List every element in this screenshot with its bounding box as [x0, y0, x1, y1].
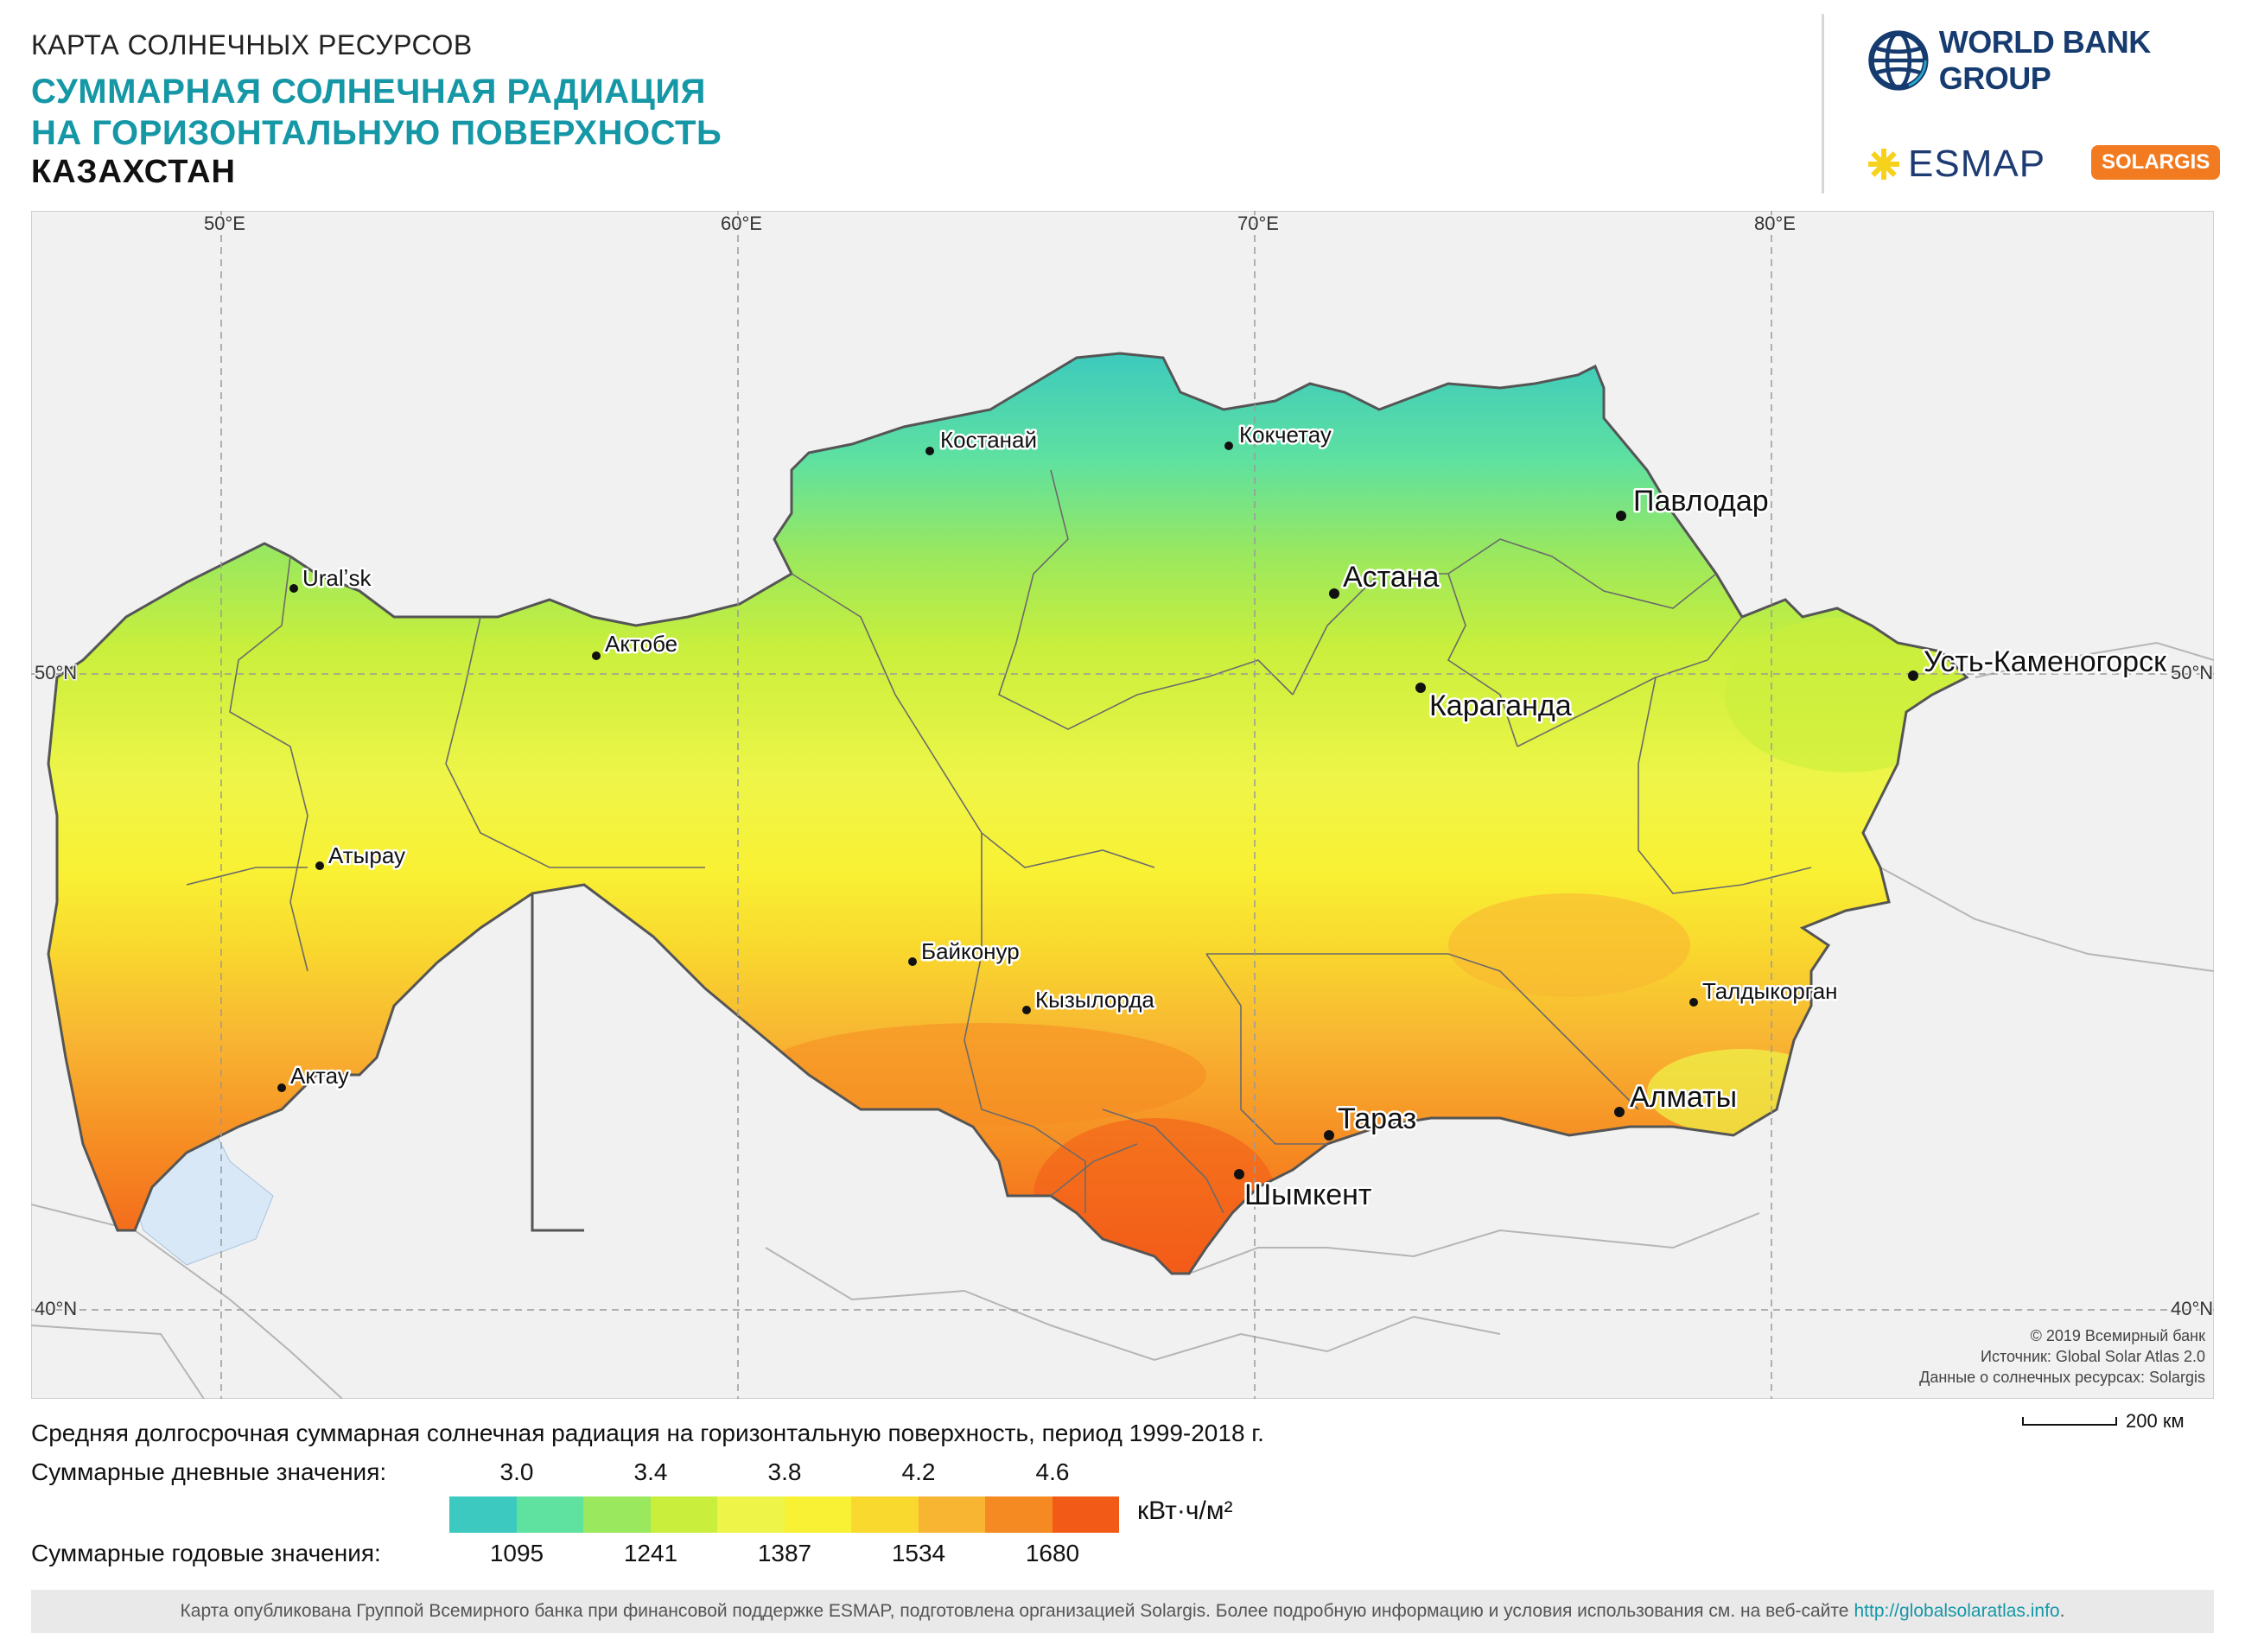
daily-values-label: Суммарные дневные значения:	[31, 1458, 387, 1485]
legend-swatch	[985, 1496, 1053, 1533]
footer-bar: Карта опубликована Группой Всемирного ба…	[31, 1590, 2214, 1633]
city-shymkent: Шымкент	[1234, 1169, 1374, 1214]
neighbour-borders	[31, 641, 2214, 1399]
lat-label-40-right: 40°N	[2171, 1298, 2213, 1319]
daily-tick: 4.6	[1035, 1458, 1070, 1485]
sun-icon	[1868, 149, 1899, 180]
credit-source: Источник: Global Solar Atlas 2.0	[1981, 1348, 2205, 1365]
annual-tick: 1387	[757, 1540, 812, 1566]
city-label: Павлодар	[1633, 485, 1769, 518]
city-ust-kamenogorsk: Усть-Каменогорск	[1908, 644, 2170, 681]
legend-swatch	[583, 1496, 651, 1533]
scale-label: 200 км	[2126, 1410, 2185, 1432]
world-bank-logo: WORLD BANK GROUP	[1867, 24, 2245, 97]
city-uralsk: Uralʼsk	[289, 563, 374, 594]
city-kokshetau: Кокчетау	[1224, 420, 1333, 450]
city-baikonur: Байконур	[908, 937, 1021, 967]
daily-tick: 3.0	[499, 1458, 534, 1485]
daily-tick: 3.4	[633, 1458, 668, 1485]
country-name: КАЗАХСТАН	[31, 154, 236, 190]
city-taldykorgan: Талдыкорган	[1689, 976, 1840, 1007]
city-label: Шымкент	[1244, 1179, 1372, 1211]
city-label: Тараз	[1338, 1102, 1416, 1135]
legend-swatch	[650, 1496, 717, 1533]
annual-tick: 1241	[623, 1540, 678, 1566]
city-label: Астана	[1343, 561, 1440, 594]
legend-swatch	[516, 1496, 583, 1533]
lon-label-80: 80°E	[1754, 213, 1796, 234]
city-taraz: Тараз	[1324, 1101, 1419, 1141]
scale-line	[2022, 1417, 2117, 1426]
city-astana: Астана	[1329, 559, 1441, 599]
city-label: Кокчетау	[1239, 422, 1332, 448]
daily-tick: 3.8	[767, 1458, 802, 1485]
solar-radiation-map: 50°E 60°E 70°E 80°E 50°N 50°N 40°N 40°N …	[31, 211, 2214, 1399]
city-label: Uralʼsk	[302, 565, 372, 591]
solargis-logo: SOLARGIS	[2091, 145, 2221, 180]
city-label: Талдыкорган	[1702, 978, 1838, 1004]
footer-end: .	[2059, 1601, 2065, 1621]
kazakhstan-border	[47, 352, 1969, 1275]
credit-copyright: © 2019 Всемирный банк	[2030, 1327, 2205, 1344]
legend-swatch	[784, 1496, 851, 1533]
lon-label-70: 70°E	[1237, 213, 1279, 234]
legend-color-bar	[449, 1496, 1119, 1533]
esmap-text: ESMAP	[1908, 143, 2046, 185]
esmap-logo: ESMAP	[1867, 143, 2045, 186]
footer-link[interactable]: http://globalsolaratlas.info	[1854, 1601, 2060, 1621]
header-divider	[1822, 14, 1824, 194]
uzbekistan-border	[531, 893, 584, 1232]
city-aktobe: Актобе	[592, 629, 680, 660]
map-title: СУММАРНАЯ СОЛНЕЧНАЯ РАДИАЦИЯ НА ГОРИЗОНТ…	[31, 71, 722, 154]
city-label: Актобе	[605, 631, 677, 657]
legend-swatch	[449, 1496, 517, 1533]
footer-text: Карта опубликована Группой Всемирного ба…	[180, 1601, 1849, 1621]
lat-label-50-right: 50°N	[2171, 662, 2213, 683]
globe-icon	[1868, 30, 1929, 91]
scale-bar: 200 км	[2022, 1410, 2185, 1433]
lon-label-60: 60°E	[721, 213, 762, 234]
city-markers: Костанай Кокчетау Павлодар Uralʼsk Астан…	[277, 420, 2170, 1214]
map-credits: © 2019 Всемирный банк Источник: Global S…	[1742, 1325, 2205, 1388]
city-aktau: Актау	[277, 1061, 351, 1092]
region-borders	[186, 469, 1812, 1214]
city-atyrau: Атырау	[315, 841, 408, 871]
annual-values-label: Суммарные годовые значения:	[31, 1540, 381, 1566]
credit-data: Данные о солнечных ресурсах: Solargis	[1919, 1369, 2205, 1386]
city-label: Костанай	[940, 427, 1037, 453]
legend-swatch	[851, 1496, 919, 1533]
legend-swatch	[717, 1496, 785, 1533]
lon-label-50: 50°E	[204, 213, 245, 234]
city-label: Атырау	[328, 842, 405, 868]
graticule	[31, 211, 2214, 1399]
city-label: Байконур	[921, 938, 1020, 964]
city-label: Алматы	[1630, 1081, 1737, 1114]
map-title-line2: НА ГОРИЗОНТАЛЬНУЮ ПОВЕРХНОСТЬ	[31, 114, 722, 152]
city-label: Караганда	[1429, 689, 1572, 722]
world-bank-text: WORLD BANK GROUP	[1938, 24, 2151, 96]
city-label: Усть-Каменогорск	[1924, 645, 2167, 678]
map-kicker: КАРТА СОЛНЕЧНЫХ РЕСУРСОВ	[31, 29, 473, 60]
legend-swatch	[918, 1496, 985, 1533]
city-kyzylorda: Кызылорда	[1022, 985, 1157, 1015]
annual-tick: 1680	[1025, 1540, 1080, 1566]
legend-description: Средняя долгосрочная суммарная солнечная…	[31, 1420, 1264, 1446]
city-almaty: Алматы	[1614, 1079, 1739, 1117]
map-title-line1: СУММАРНАЯ СОЛНЕЧНАЯ РАДИАЦИЯ	[31, 73, 706, 111]
city-label: Актау	[290, 1063, 349, 1089]
city-kostanay: Костанай	[925, 425, 1040, 455]
daily-tick: 4.2	[901, 1458, 936, 1485]
city-pavlodar: Павлодар	[1616, 483, 1771, 521]
lat-label-40-left: 40°N	[35, 1298, 77, 1319]
annual-tick: 1534	[891, 1540, 946, 1566]
lat-label-50-left: 50°N	[35, 662, 77, 683]
city-karaganda: Караганда	[1415, 683, 1574, 725]
city-label: Кызылорда	[1035, 987, 1154, 1013]
legend-unit: кВт·ч/м²	[1137, 1496, 1233, 1525]
annual-tick: 1095	[489, 1540, 544, 1566]
legend-swatch	[1052, 1496, 1119, 1533]
